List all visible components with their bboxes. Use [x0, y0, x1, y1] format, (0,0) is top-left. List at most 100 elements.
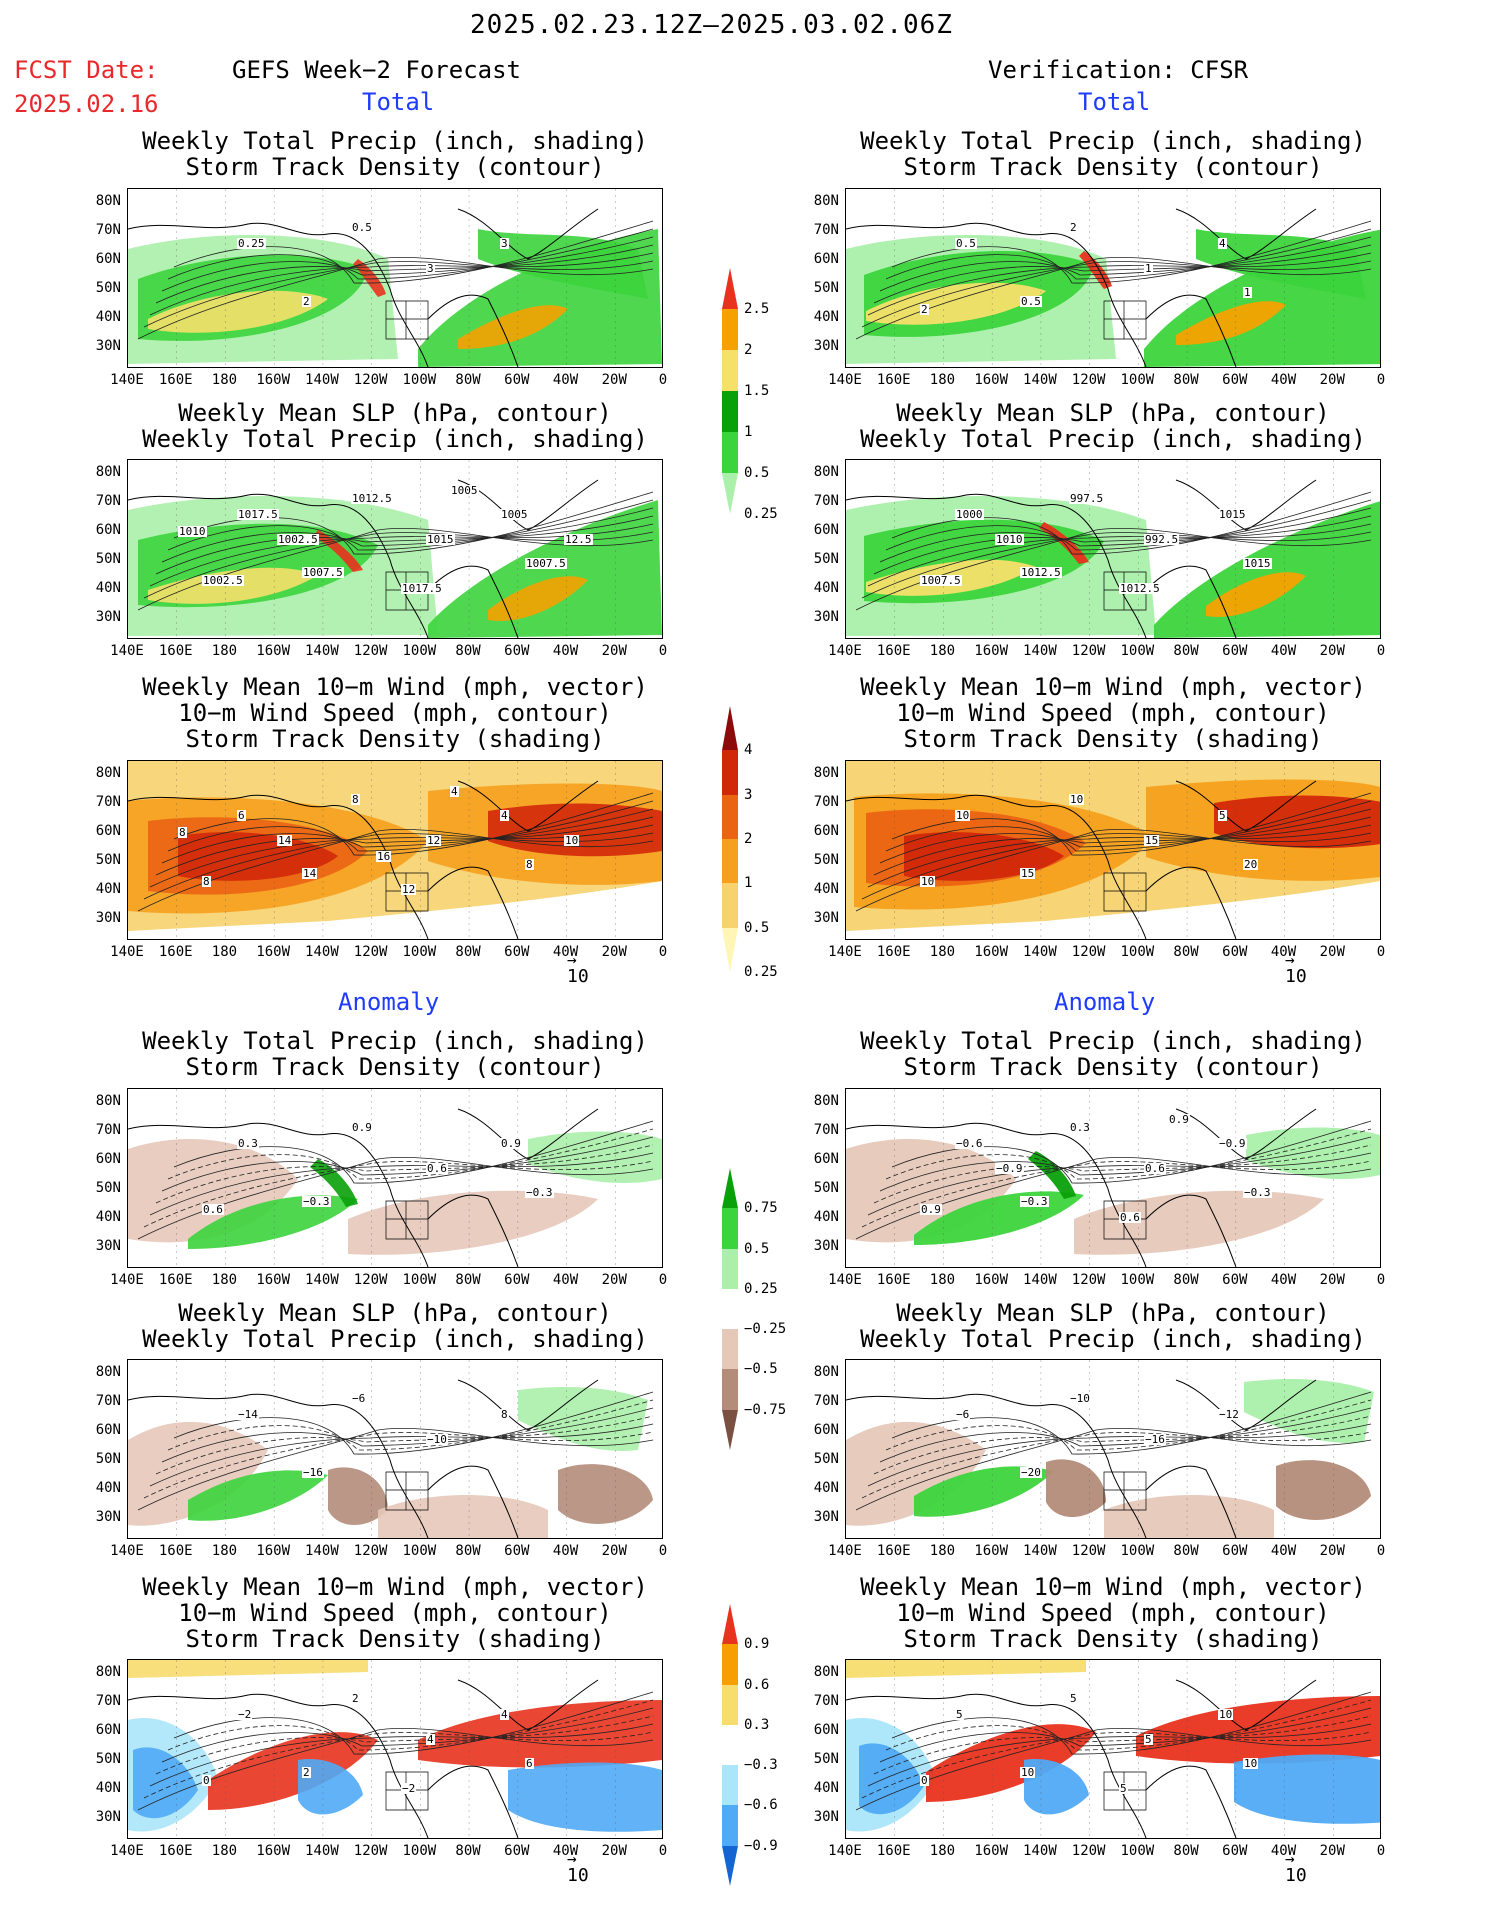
shading-region: [846, 1660, 1086, 1678]
longitude-tick-label: 80W: [1173, 944, 1199, 960]
contour-label: −10: [426, 1433, 448, 1446]
contour-label: 2: [302, 295, 311, 308]
longitude-tick-label: 140W: [305, 944, 339, 960]
longitude-tick-label: 160E: [876, 372, 911, 388]
precip-anomaly-colorbar-label: 0.25: [744, 1280, 778, 1297]
latitude-tick-label: 60N: [813, 1151, 839, 1167]
latitude-tick-label: 30N: [95, 1509, 121, 1525]
contour-line: [155, 1715, 654, 1775]
longitude-tick-label: 160W: [256, 944, 291, 960]
contour-label: 16: [376, 850, 392, 863]
longitude-tick-label: 100W: [1120, 944, 1155, 960]
longitude-tick-label: 80W: [455, 1543, 481, 1559]
longitude-tick-label: 140E: [110, 372, 144, 388]
precip-total-colorbar-segment: [722, 350, 738, 391]
contour-label: 0: [920, 1774, 929, 1787]
longitude-tick-label: 140W: [305, 643, 339, 659]
longitude-tick-label: 0: [1376, 944, 1386, 960]
longitude-tick-label: 160W: [974, 643, 1009, 659]
precip-anomaly-colorbar-label: −0.5: [744, 1361, 778, 1378]
vector-reference-arrow: →: [1285, 1849, 1295, 1868]
contour-line: [879, 507, 1372, 563]
contour-line: [149, 1723, 654, 1787]
contour-label: 8: [202, 875, 211, 888]
contour-label: 1015: [426, 533, 455, 546]
longitude-tick-label: 140E: [828, 1543, 862, 1559]
coastline: [128, 1679, 599, 1838]
right-map-1: [846, 189, 1380, 367]
coastline: [128, 780, 599, 939]
contour-line: [167, 499, 654, 551]
left-panel-3-title-line-1: Weekly Mean 10−m Wind (mph, vector): [142, 673, 648, 701]
longitude-tick-label: 140W: [1023, 1543, 1057, 1559]
coastline: [846, 780, 1317, 939]
latitude-tick-label: 40N: [813, 881, 839, 897]
longitude-tick-label: 0: [658, 944, 668, 960]
contour-label: 5: [1119, 1782, 1128, 1795]
right-panel-4-title-line-2: Storm Track Density (contour): [903, 1053, 1323, 1081]
precip-anomaly-colorbar-label: 0.5: [744, 1240, 770, 1257]
longitude-tick-label: 100W: [402, 1272, 437, 1288]
right-panel-3-title-line-3: Storm Track Density (shading): [903, 725, 1323, 753]
shading-region: [208, 1732, 378, 1810]
longitude-tick-label: 20W: [601, 643, 627, 659]
contour-label: −14: [237, 1408, 259, 1421]
latitude-tick-label: 50N: [95, 1451, 121, 1467]
longitude-tick-label: 160E: [158, 372, 193, 388]
contour-line: [137, 1427, 654, 1511]
vector-reference-value: 10: [567, 966, 589, 987]
longitude-tick-label: 60W: [1222, 372, 1248, 388]
longitude-tick-label: 120W: [1071, 1272, 1106, 1288]
precip-anomaly-colorbar-segment: [722, 1208, 738, 1249]
longitude-tick-label: 180: [929, 1272, 956, 1288]
precip-total-colorbar-segment: [722, 268, 738, 309]
precip-anomaly-colorbar-segment: [722, 1168, 738, 1209]
longitude-tick-label: 100W: [1120, 1843, 1155, 1859]
storm-total-colorbar-label: 2: [744, 831, 753, 847]
longitude-tick-label: 160W: [974, 1272, 1009, 1288]
shading-region: [188, 1195, 358, 1249]
contour-label: 10: [1069, 793, 1085, 806]
latitude-tick-label: 70N: [95, 493, 121, 509]
contour-line: [867, 1423, 1372, 1487]
longitude-tick-label: 160E: [876, 1543, 911, 1559]
contour-label: −0.3: [1243, 1186, 1272, 1199]
latitude-tick-label: 80N: [95, 193, 121, 209]
contour-label: 14: [302, 867, 318, 880]
storm-anomaly-colorbar-segment: [722, 1684, 738, 1725]
contour-label: 10: [1218, 1708, 1234, 1721]
state-boundaries: [1103, 1471, 1147, 1511]
longitude-tick-label: 80W: [1173, 1843, 1199, 1859]
right-map-panel-1: 0.5 2 1 0.5 4 2 1: [845, 188, 1381, 368]
contour-label: −0.6: [955, 1137, 984, 1150]
vector-reference-arrow: →: [567, 950, 577, 969]
left-map-panel-1: 0.25 0.5 3 2 3: [127, 188, 663, 368]
longitude-tick-label: 120W: [1071, 944, 1106, 960]
latitude-tick-label: 60N: [95, 1422, 121, 1438]
contour-label: 992.5: [1144, 533, 1180, 546]
longitude-tick-label: 180: [211, 1272, 238, 1288]
contour-label: −0.3: [525, 1186, 554, 1199]
left-panel-4-title-line-2: Storm Track Density (contour): [185, 1053, 605, 1081]
longitude-tick-label: 140E: [828, 944, 862, 960]
contour-line: [143, 260, 654, 328]
right-panel-6-title-line-3: Storm Track Density (shading): [903, 1625, 1323, 1653]
precip-anomaly-colorbar-label: −0.75: [744, 1401, 787, 1418]
contour-label: 1007.5: [525, 557, 567, 570]
storm-anomaly-colorbar-segment: [722, 1724, 738, 1766]
storm-anomaly-colorbar-segment: [722, 1765, 738, 1806]
longitude-tick-label: 180: [929, 1543, 956, 1559]
shading-region: [328, 1467, 388, 1525]
contour-line: [143, 832, 654, 900]
longitude-tick-label: 20W: [1319, 1843, 1345, 1859]
left-map-5: [128, 1360, 654, 1538]
longitude-tick-label: 40W: [552, 643, 579, 659]
longitude-tick-label: 20W: [601, 1543, 627, 1559]
left-panel-6-title-line-1: Weekly Mean 10−m Wind (mph, vector): [142, 1573, 648, 1601]
longitude-tick-label: 160W: [974, 1543, 1009, 1559]
longitude-tick-label: 160W: [974, 944, 1009, 960]
longitude-tick-label: 100W: [1120, 1272, 1155, 1288]
longitude-tick-label: 160E: [158, 1843, 193, 1859]
left-anomaly-label: Anomaly: [338, 988, 440, 1016]
shading-region: [478, 229, 648, 299]
